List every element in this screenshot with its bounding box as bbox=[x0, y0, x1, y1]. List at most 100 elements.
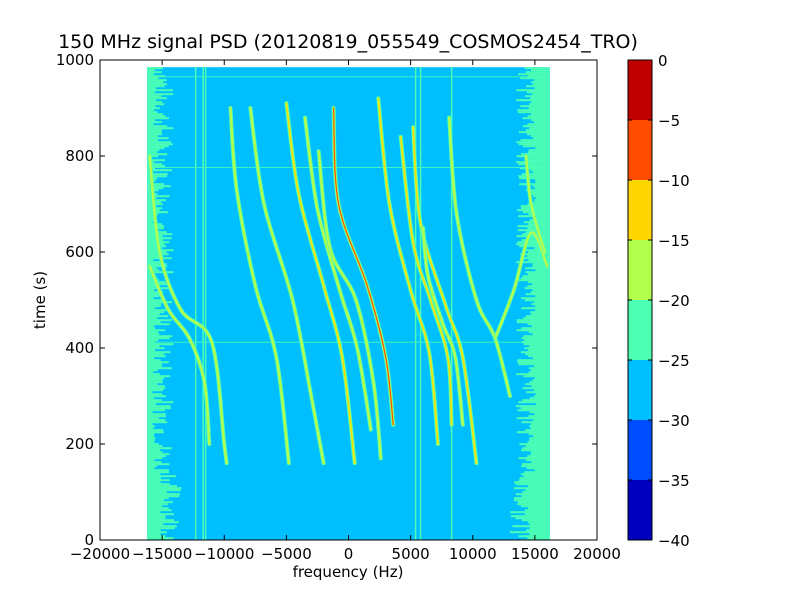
heatmap-edge-right bbox=[529, 533, 550, 536]
heatmap-edge-left bbox=[147, 67, 164, 70]
heatmap-edge-left bbox=[147, 81, 164, 84]
heatmap-edge-right bbox=[517, 503, 550, 506]
heatmap-edge-right bbox=[517, 409, 550, 412]
heatmap-edge-left bbox=[147, 229, 155, 232]
heatmap-edge-left bbox=[147, 183, 165, 186]
heatmap-edge-right bbox=[522, 125, 550, 128]
heatmap-edge-right bbox=[530, 451, 550, 454]
heatmap-edge-right bbox=[526, 159, 550, 162]
heatmap-edge-right bbox=[515, 405, 550, 408]
heatmap-edge-left bbox=[147, 159, 166, 162]
colorbar-band bbox=[628, 420, 652, 480]
colorbar-band bbox=[628, 360, 652, 420]
heatmap-edge-right bbox=[533, 121, 550, 124]
heatmap-edge-right bbox=[525, 315, 550, 318]
signal-track bbox=[524, 154, 547, 254]
heatmap-edge-right bbox=[535, 309, 550, 312]
heatmap-edge-right bbox=[524, 299, 550, 302]
heatmap-edge-left bbox=[147, 385, 165, 388]
heatmap-edge-left bbox=[147, 71, 162, 74]
heatmap-edge-right bbox=[534, 87, 550, 90]
heatmap-edge-left bbox=[147, 135, 159, 138]
heatmap-edge-left bbox=[147, 169, 172, 172]
heatmap-edge-left bbox=[147, 415, 167, 418]
heatmap-edge-left bbox=[147, 437, 156, 440]
heatmap-edge-right bbox=[521, 421, 550, 424]
heatmap-edge-left bbox=[147, 517, 166, 520]
heatmap-edge-right bbox=[527, 349, 550, 352]
heatmap-edge-right bbox=[523, 343, 550, 346]
heatmap-edge-left bbox=[147, 323, 170, 326]
heatmap-edge-left bbox=[147, 139, 159, 142]
heatmap-edge-right bbox=[520, 205, 550, 208]
heatmap-edge-left bbox=[147, 405, 171, 408]
heatmap-edge-right bbox=[532, 93, 550, 96]
heatmap-edge-left bbox=[147, 253, 169, 256]
heatmap-edge-left bbox=[147, 485, 178, 488]
heatmap-edge-right bbox=[520, 139, 550, 142]
heatmap-edge-right bbox=[523, 335, 550, 338]
heatmap-edge-right bbox=[517, 361, 550, 364]
heatmap-edge-left bbox=[147, 291, 163, 294]
x-tick-label: −15000 bbox=[132, 545, 192, 563]
heatmap-edge-left bbox=[147, 289, 155, 292]
heatmap-edge-left bbox=[147, 503, 168, 506]
heatmap-edge-right bbox=[522, 387, 550, 390]
heatmap-edge-right bbox=[522, 275, 550, 278]
heatmap-edge-left bbox=[147, 293, 162, 296]
heatmap-edge-left bbox=[147, 319, 172, 322]
heatmap-edge-left bbox=[147, 447, 172, 450]
signal-track bbox=[229, 106, 291, 465]
heatmap-edge-left bbox=[147, 133, 163, 136]
heatmap-edge-right bbox=[521, 465, 550, 468]
y-tick-label: 800 bbox=[65, 147, 94, 165]
heatmap-edge-right bbox=[530, 427, 550, 430]
heatmap-edge-right bbox=[531, 303, 550, 306]
heatmap-edge-left bbox=[147, 301, 173, 304]
heatmap-edge-left bbox=[147, 185, 171, 188]
heatmap-edge-right bbox=[520, 253, 550, 256]
heatmap-edge-right bbox=[532, 185, 550, 188]
heatmap-edge-right bbox=[517, 225, 550, 228]
heatmap-edge-right bbox=[532, 435, 550, 438]
heatmap-edge-right bbox=[509, 531, 550, 534]
heatmap-edge-right bbox=[533, 201, 550, 204]
heatmap-edge-left bbox=[147, 163, 163, 166]
heatmap-edge-left bbox=[147, 459, 155, 462]
heatmap-edge-left bbox=[147, 527, 175, 530]
heatmap-edge-right bbox=[531, 135, 550, 138]
heatmap-edge-left bbox=[147, 121, 163, 124]
heatmap-edge-right bbox=[516, 89, 550, 92]
heatmap-edge-left bbox=[147, 429, 164, 432]
heatmap-edge-left bbox=[147, 455, 166, 458]
heatmap-edge-right bbox=[525, 71, 550, 74]
heatmap-edge-left bbox=[147, 497, 169, 500]
heatmap-edge-right bbox=[515, 261, 550, 264]
heatmap-edge-left bbox=[147, 195, 170, 198]
heatmap-edge-left bbox=[147, 103, 165, 106]
heatmap-edge-left bbox=[147, 137, 169, 140]
heatmap-edge-left bbox=[147, 393, 163, 396]
heatmap-edge-right bbox=[516, 155, 550, 158]
heatmap-edge-right bbox=[524, 339, 550, 342]
x-tick-label: −10000 bbox=[194, 545, 254, 563]
heatmap-edge-left bbox=[147, 347, 165, 350]
heatmap-edge-right bbox=[529, 397, 550, 400]
heatmap-edge-right bbox=[530, 97, 550, 100]
heatmap-edge-right bbox=[533, 301, 550, 304]
heatmap-edge-left bbox=[147, 263, 167, 266]
x-tick-label: 10000 bbox=[449, 545, 497, 563]
heatmap-edge-left bbox=[147, 309, 171, 312]
heatmap-edge-right bbox=[519, 183, 550, 186]
heatmap-edge-right bbox=[516, 319, 550, 322]
heatmap-edge-left bbox=[147, 217, 155, 220]
heatmap-edge-right bbox=[529, 381, 550, 384]
heatmap-edge-right bbox=[520, 449, 550, 452]
heatmap-edge-right bbox=[527, 455, 550, 458]
heatmap-edge-left bbox=[147, 443, 160, 446]
heatmap-edge-left bbox=[147, 361, 169, 364]
heatmap-edge-right bbox=[523, 475, 550, 478]
heatmap-edge-right bbox=[517, 109, 550, 112]
colorbar-tick-label: −10 bbox=[658, 172, 690, 190]
